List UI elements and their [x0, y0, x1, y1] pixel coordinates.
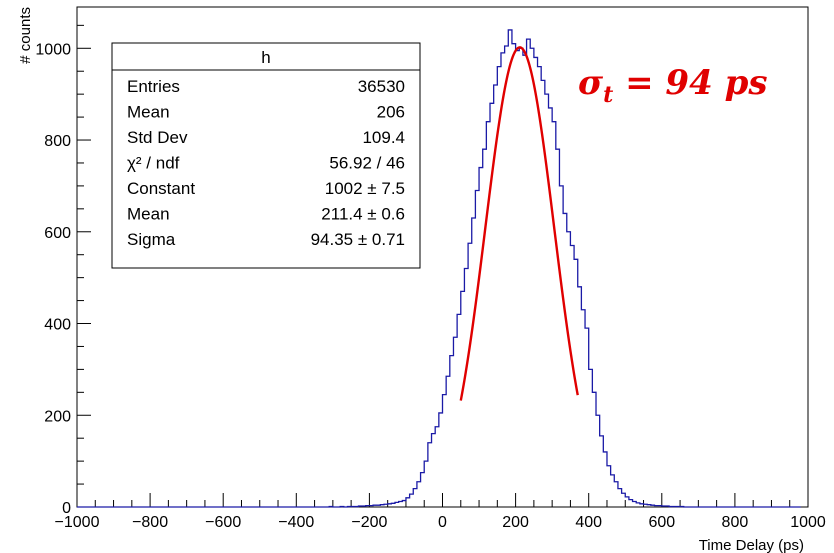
stats-row-value: 1002 ± 7.5	[325, 179, 405, 198]
stats-row-value: 206	[377, 103, 405, 122]
x-tick-label: −1000	[55, 514, 100, 531]
annotation-subscript: t	[603, 82, 613, 108]
y-tick-label: 1000	[35, 41, 71, 58]
x-tick-label: 1000	[790, 514, 826, 531]
gaussian-fit	[459, 46, 579, 401]
histogram-steps	[77, 29, 801, 508]
stats-row-value: 211.4 ± 0.6	[321, 205, 405, 224]
x-tick-label: 200	[502, 514, 529, 531]
stats-row-label: Mean	[127, 205, 170, 224]
histogram-series	[77, 29, 801, 508]
x-tick-label: 400	[575, 514, 602, 531]
x-tick-label: 0	[438, 514, 447, 531]
x-tick-label: 600	[648, 514, 675, 531]
stats-row-value: 56.92 / 46	[329, 154, 405, 173]
sigma-annotation: σt = 94 ps	[578, 63, 767, 108]
stats-row-label: Sigma	[127, 230, 176, 249]
x-tick-label: −200	[351, 514, 387, 531]
stats-row-value: 36530	[358, 77, 405, 96]
stats-row-label: Std Dev	[127, 128, 188, 147]
y-axis-title: # counts	[17, 7, 34, 64]
x-tick-label: −400	[278, 514, 314, 531]
x-tick-label: 800	[722, 514, 749, 531]
stats-row-label: Mean	[127, 103, 170, 122]
axis-ticks	[76, 24, 809, 508]
y-tick-label: 200	[44, 408, 71, 425]
stats-row-label: Constant	[127, 179, 195, 198]
stats-row-label: χ² / ndf	[127, 154, 180, 173]
x-tick-labels: −1000 −800 −600 −400 −200 0 200 400 600 800 1000	[55, 514, 826, 531]
stats-box-frame	[111, 42, 421, 269]
stats-row-value: 109.4	[362, 128, 405, 147]
x-tick-label: −800	[132, 514, 168, 531]
x-tick-label: −600	[205, 514, 241, 531]
y-tick-label: 0	[62, 500, 71, 517]
stats-box: h Entries 36530 Mean 206 Std Dev 109.4 χ² / nd…	[111, 42, 421, 269]
y-tick-label: 600	[44, 225, 71, 242]
x-axis-title: Time Delay (ps)	[699, 537, 804, 553]
stats-box-title: h	[261, 48, 270, 67]
y-tick-labels: 0 200 400 600 800 1000	[35, 41, 71, 517]
y-tick-label: 800	[44, 133, 71, 150]
stats-row-label: Entries	[127, 77, 180, 96]
stats-row-value: 94.35 ± 0.71	[311, 230, 405, 249]
annotation-rest: = 94 ps	[613, 63, 767, 103]
annotation-symbol: σ	[578, 63, 604, 103]
fit-curve	[459, 46, 579, 401]
y-tick-label: 400	[44, 317, 71, 334]
